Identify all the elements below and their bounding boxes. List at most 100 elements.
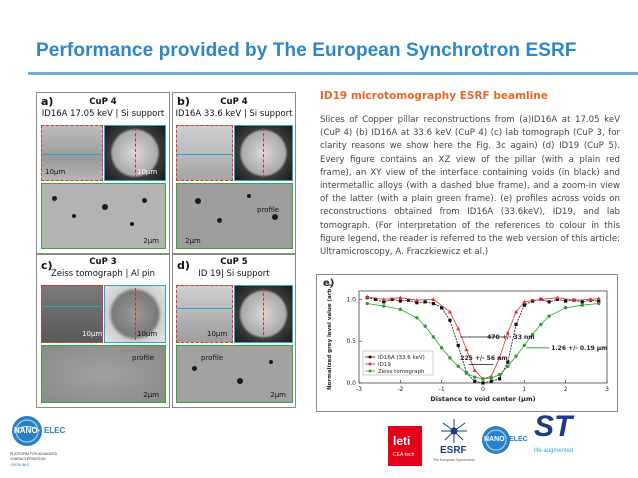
data-point <box>580 303 584 307</box>
legend-marker <box>368 362 372 366</box>
y-axis-label: Normalized grey level value (arb.) <box>327 284 333 390</box>
esrf-logo: ESRF The European Synchrotron <box>432 418 476 468</box>
data-point <box>563 306 568 310</box>
x-tick-label: 1 <box>522 386 526 393</box>
data-point <box>555 297 559 301</box>
st-logo: ST life.augmented <box>532 410 592 462</box>
panel-b: b) CuP 4 ID16A 33.6 keV | Si support pro… <box>172 92 296 254</box>
nanoelec-logo-right: NANO ELEC <box>480 420 528 464</box>
annotation-label: 470 +/- 33 nm <box>487 334 534 341</box>
data-point <box>365 301 369 306</box>
y-tick-label: 0.5 <box>346 338 356 345</box>
scale-bar-label: 10µm <box>45 168 66 176</box>
zoom-view-image: profile 2µm <box>176 345 293 403</box>
data-point <box>506 360 510 364</box>
data-point <box>497 372 502 377</box>
void <box>52 196 57 201</box>
data-point <box>489 379 493 383</box>
data-point <box>440 306 444 310</box>
scale-bar-label: 2µm <box>270 391 286 399</box>
scale-bar-label: 10µm <box>137 168 158 176</box>
panel-a: a) CuP 4 ID16A 17.05 keV | Si support 10… <box>36 92 170 254</box>
data-point <box>439 346 444 350</box>
data-point <box>381 297 386 301</box>
panel-sample: CuP 4 <box>89 97 117 107</box>
x-axis-label: Distance to void center (µm) <box>430 395 535 403</box>
data-point <box>448 356 452 360</box>
data-point <box>365 294 370 299</box>
scale-bar-label: 10µm <box>207 330 228 338</box>
data-point <box>448 318 452 322</box>
xy-view-image: 10µm <box>104 125 166 181</box>
profile-label: profile <box>201 354 224 362</box>
data-point <box>473 375 477 379</box>
page-title: Performance provided by The European Syn… <box>36 40 577 61</box>
data-point <box>506 364 510 368</box>
data-point <box>398 299 402 303</box>
x-tick-label: -2 <box>397 386 403 393</box>
void <box>237 378 243 384</box>
annotation-label: 225 +/- 56 nm <box>460 355 507 362</box>
nanoelec-logo-suffix: ELEC <box>44 426 66 435</box>
data-point <box>447 309 452 314</box>
section-line <box>177 308 232 309</box>
zoom-view-image: profile 2µm <box>176 183 293 249</box>
panel-label: c) <box>41 259 53 272</box>
data-point <box>464 371 469 375</box>
nanoelec-logo-text: NANO <box>14 426 38 435</box>
xy-view-image <box>234 125 293 181</box>
esrf-sunburst-icon <box>441 419 467 443</box>
panel-description: ID16A 33.6 keV | Si support <box>175 109 293 119</box>
st-logo-text: ST <box>534 410 573 443</box>
scale-bar-label: 2µm <box>143 237 159 245</box>
data-point <box>547 300 551 304</box>
data-point <box>596 296 601 301</box>
data-point <box>530 332 535 337</box>
data-point <box>522 299 527 304</box>
data-point <box>597 299 601 303</box>
panel-description: ID16A 17.05 keV | Si support <box>41 109 165 119</box>
section-line <box>263 128 264 178</box>
data-point <box>373 297 378 301</box>
data-point <box>382 304 386 308</box>
profile-label: profile <box>132 354 155 362</box>
profile-chart: e) -3 -2 -1 0 1 2 3 0.0 0.5 1.0 Distance to void ce… <box>323 278 609 403</box>
data-point <box>489 376 493 380</box>
x-tick-label: -3 <box>356 386 362 393</box>
legend-entry: ID16A (33.6 keV) <box>378 355 425 361</box>
section-line <box>135 288 136 340</box>
data-point <box>423 324 427 328</box>
nanoelec-logo-text: NANO <box>484 436 505 443</box>
data-point <box>398 295 403 300</box>
scale-bar-label: 10µm <box>137 330 158 338</box>
panel-label: b) <box>177 95 190 108</box>
data-point <box>497 377 502 381</box>
data-point <box>514 354 518 358</box>
void <box>217 218 222 223</box>
nanoelec-logo-city: GRENOBLE <box>10 463 30 467</box>
data-point <box>588 297 593 301</box>
data-point <box>497 355 502 360</box>
void <box>272 214 278 220</box>
data-point <box>431 297 436 301</box>
panel-sample: CuP 4 <box>220 97 248 107</box>
data-point <box>456 326 461 331</box>
x-tick-label: 0 <box>481 386 485 393</box>
nanoelec-globe-icon <box>12 416 42 446</box>
series-line <box>367 297 599 384</box>
data-point <box>415 316 419 320</box>
leti-logo-text: leti <box>393 434 411 448</box>
nanoelec-logo-suffix: ELEC <box>509 436 528 443</box>
data-point <box>473 379 477 383</box>
data-point <box>514 322 518 327</box>
x-tick-label: -1 <box>439 386 445 393</box>
panel-description: ID 19| Si support <box>198 269 270 279</box>
data-point <box>390 297 394 301</box>
data-point <box>423 300 427 304</box>
title-rule <box>28 72 638 75</box>
data-point <box>522 303 526 307</box>
void <box>195 198 201 204</box>
nanoelec-globe-icon <box>482 426 510 454</box>
annotation-label: 1.26 +/- 0.19 µm <box>551 345 607 352</box>
figure-caption: Slices of Copper pillar reconstructions … <box>320 115 620 258</box>
